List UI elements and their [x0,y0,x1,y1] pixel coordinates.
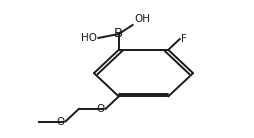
Text: O: O [96,104,104,114]
Text: F: F [181,34,187,44]
Text: HO: HO [81,33,97,43]
Text: O: O [56,117,64,127]
Text: B: B [114,27,123,40]
Text: OH: OH [134,14,150,24]
